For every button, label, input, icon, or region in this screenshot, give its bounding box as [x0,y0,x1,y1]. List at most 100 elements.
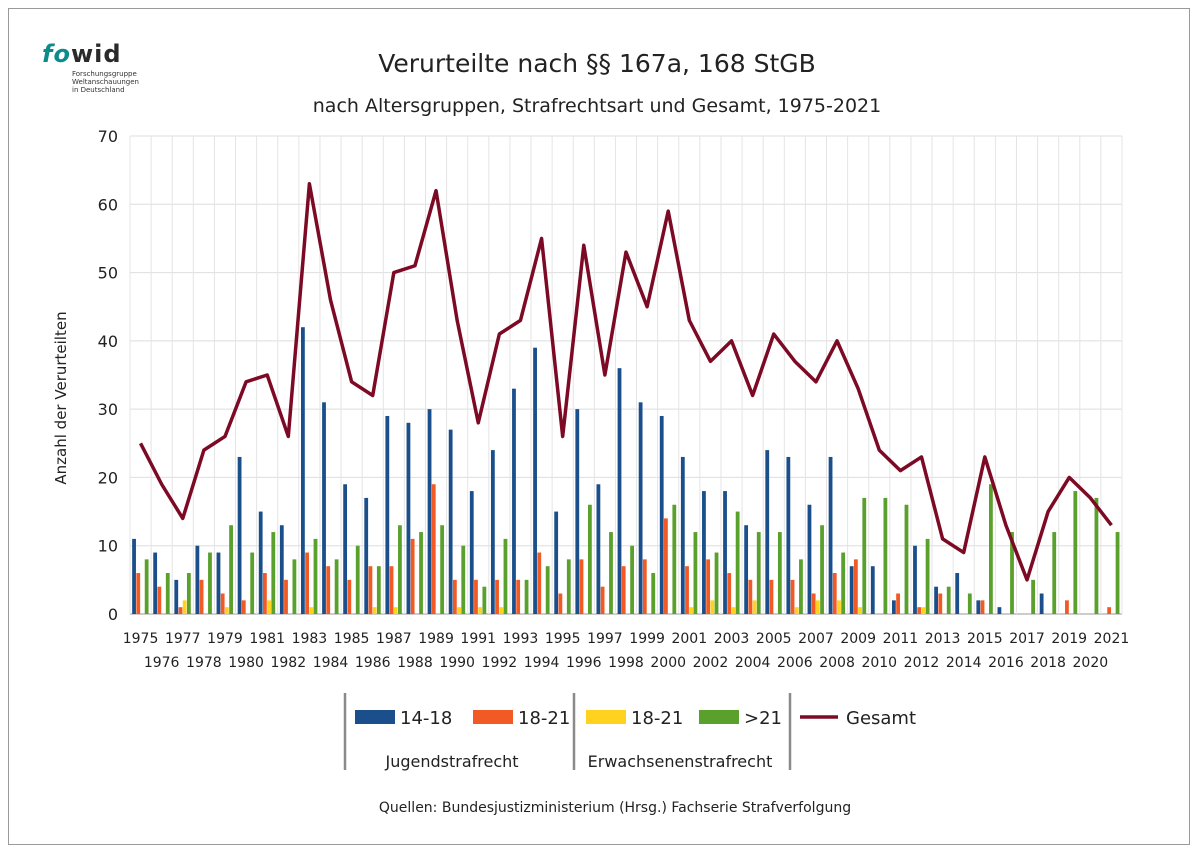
bar [499,607,504,614]
bar [997,607,1002,614]
y-tick-label: 40 [98,332,118,351]
x-tick-label: 1981 [249,631,285,647]
chart-title: Verurteilte nach §§ 167a, 168 StGB [378,49,816,78]
bar [216,552,221,614]
bar [938,593,943,614]
bar [630,545,634,614]
bar [744,525,749,614]
bar [355,545,360,614]
x-tick-label: 2007 [798,631,834,647]
bar [680,456,685,614]
bar [651,573,656,614]
y-axis-label: Anzahl der Verurteilten [52,311,70,484]
y-tick-label: 30 [98,400,118,419]
x-tick-label: 2006 [777,655,813,671]
x-tick-label: 2005 [756,631,792,647]
bar [896,593,900,614]
bar [946,586,951,614]
x-tick-label: 1982 [270,655,306,671]
bar [440,525,445,614]
bar [1107,607,1112,614]
bar [537,552,542,614]
bar [575,409,580,614]
legend-label: 14-18 [400,708,452,729]
bar [343,484,348,614]
bar [621,566,626,614]
x-tick-label: 2016 [988,655,1024,671]
bar [862,497,867,614]
bar [913,545,917,614]
bar [790,579,795,614]
logo-word-fo: fo [42,40,71,68]
bar [224,607,229,614]
x-tick-label: 2011 [883,631,919,647]
bar [765,450,770,614]
bar [735,511,740,614]
y-tick-label: 20 [98,468,118,487]
x-tick-label: 1986 [355,655,391,671]
bar [457,607,461,614]
logo-subtitle: Forschungsgruppe Weltanschauungen in Deu… [72,70,139,94]
legend-swatch [355,710,395,724]
bar [1065,600,1069,614]
bar [136,573,141,614]
bar [469,491,474,614]
x-tick-label: 2019 [1051,631,1087,647]
bar [326,566,331,614]
bar [533,347,537,614]
x-tick-label: 2003 [714,631,750,647]
x-tick-label: 2002 [693,655,729,671]
bar [305,552,309,614]
x-tick-label: 1988 [397,655,433,671]
bar [955,573,960,614]
x-tick-label: 1980 [228,655,264,671]
bar [934,586,938,614]
bar [752,600,757,614]
y-tick-label: 0 [108,605,118,624]
line-layer [138,182,1113,582]
x-tick-label: 1992 [482,655,518,671]
bar [976,600,981,614]
bar [841,552,846,614]
bar [490,450,495,614]
x-tick-label: 2014 [946,655,982,671]
bar [334,559,339,614]
x-tick-label: 2020 [1073,655,1109,671]
logo-wordmark: fowid [42,40,122,68]
fowid-logo: fowid Forschungsgruppe Weltanschauungen … [42,40,152,100]
x-tick-label: 1989 [418,631,454,647]
bar-layer [132,327,1120,614]
bar [174,579,179,614]
bar [731,607,736,614]
chart-subtitle: nach Altersgruppen, Strafrechtsart und G… [313,95,881,117]
bar [267,600,271,614]
bar [685,566,689,614]
bar [1031,579,1036,614]
bar [220,593,225,614]
bar [132,538,136,614]
bar [309,607,314,614]
bar [524,579,529,614]
y-tick-label: 50 [98,264,118,283]
bar [144,559,149,614]
bar [482,586,487,614]
bar [427,409,432,614]
x-tick-label: 1991 [460,631,496,647]
bar [393,607,398,614]
bar [820,525,824,614]
bar [828,456,833,614]
chart-frame [8,8,1190,845]
x-tick-label: 1984 [313,655,349,671]
legend-group-label: Erwachsenenstrafrecht [588,752,773,771]
bar [659,415,664,614]
logo-sub-line: in Deutschland [72,86,125,94]
bar [478,607,483,614]
bar [853,559,858,614]
legend-swatch [699,710,739,724]
logo-sub-line: Forschungsgruppe [72,70,137,78]
grid-layer [129,135,1123,615]
bar [376,566,381,614]
bar [786,456,791,614]
bar [1010,532,1014,614]
bar [925,538,930,614]
